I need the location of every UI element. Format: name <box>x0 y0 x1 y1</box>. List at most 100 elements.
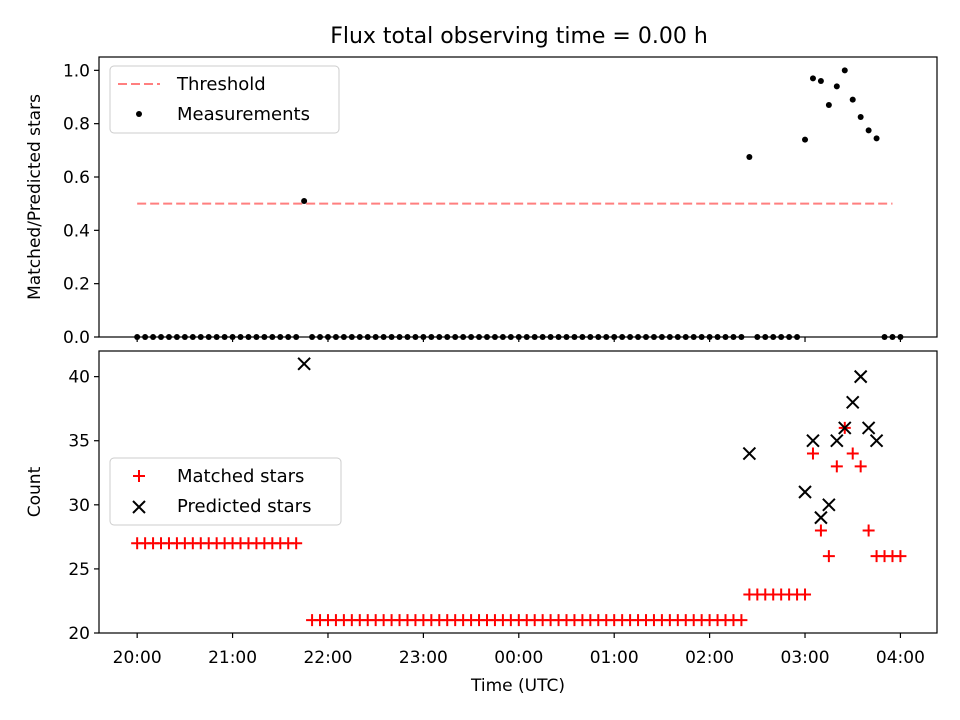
matched-star-point <box>735 614 748 627</box>
measurement-point <box>356 334 363 340</box>
predicted-star-point <box>869 434 884 448</box>
y-tick-label: 0.0 <box>63 328 90 348</box>
measurement-point <box>229 334 236 340</box>
measurement-point <box>873 135 880 142</box>
measurement-point <box>412 334 419 340</box>
matched-star-point <box>894 550 907 563</box>
measurement-point <box>643 334 650 340</box>
predicted-star-point <box>798 485 812 499</box>
measurement-point <box>340 334 347 340</box>
y-tick-label: 0.6 <box>63 168 90 188</box>
measurement-point <box>555 334 562 340</box>
measurement-point <box>428 334 435 340</box>
measurement-point <box>754 334 761 340</box>
measurement-point <box>714 334 721 340</box>
measurement-point <box>833 83 840 90</box>
measurement-point <box>682 334 689 340</box>
measurement-point <box>285 334 292 340</box>
measurement-point <box>293 334 300 340</box>
measurement-point <box>158 334 165 340</box>
y-axis-label: Matched/Predicted stars <box>25 94 45 300</box>
measurement-point <box>825 102 832 108</box>
measurement-point <box>563 334 570 340</box>
measurement-point <box>603 334 610 340</box>
measurement-point <box>690 334 697 340</box>
x-tick-label: 20:00 <box>113 648 162 668</box>
measurement-point <box>221 334 228 340</box>
predicted-star-point <box>861 421 876 435</box>
measurement-point <box>547 334 554 340</box>
measurement-point <box>205 334 212 340</box>
legend-top: Threshold Measurements <box>109 65 340 134</box>
measurement-point <box>531 334 538 340</box>
predicted-star-point <box>814 510 828 525</box>
x-axis-label: Time (UTC) <box>470 676 565 696</box>
predicted-star-point <box>846 395 860 409</box>
legend-measurements-swatch <box>136 111 142 117</box>
measurement-point <box>507 334 514 340</box>
plot-frame <box>98 350 938 634</box>
x-tick-label: 02:00 <box>685 648 734 668</box>
matched-star-point <box>799 588 812 601</box>
measurement-point <box>571 334 578 340</box>
predicted-star-point <box>822 498 836 512</box>
measurement-point <box>261 334 268 340</box>
measurement-point <box>237 334 244 340</box>
measurement-point <box>627 334 634 340</box>
measurement-point <box>420 334 427 340</box>
measurement-point <box>849 96 856 103</box>
measurement-point <box>173 334 180 340</box>
measurement-point <box>738 334 745 340</box>
measurement-point <box>658 334 665 340</box>
measurement-point <box>722 334 729 340</box>
measurement-point <box>666 334 673 340</box>
measurement-point <box>309 334 316 340</box>
measurement-point <box>452 334 459 340</box>
measurement-point <box>372 334 379 340</box>
predicted-star-point <box>838 421 852 435</box>
measurement-point <box>213 334 220 340</box>
measurement-point <box>181 334 188 340</box>
measurement-point <box>817 78 824 84</box>
measurement-point <box>897 334 904 340</box>
legend-predicted-swatch <box>132 500 146 514</box>
predicted-star-point <box>297 357 311 371</box>
measurement-point <box>865 127 872 134</box>
measurement-point <box>142 334 149 340</box>
measurement-point <box>881 334 888 340</box>
y-tick-label: 35 <box>68 432 90 452</box>
y-tick-label: 0.2 <box>63 275 90 295</box>
legend-box <box>109 65 340 134</box>
x-tick-label: 22:00 <box>303 648 352 668</box>
measurement-point <box>364 334 371 340</box>
matched-star-point <box>814 524 827 537</box>
legend-predicted-label: Predicted stars <box>177 496 311 517</box>
chart-title: Flux total observing time = 0.00 h <box>330 24 708 49</box>
y-tick-label: 25 <box>68 560 90 580</box>
measurement-point <box>809 75 816 82</box>
predicted-star-point <box>830 434 844 448</box>
legend-bottom: Matched stars Predicted stars <box>109 457 342 526</box>
x-tick-label: 01:00 <box>590 648 639 668</box>
y-tick-label: 20 <box>68 624 90 644</box>
measurement-point <box>770 334 777 340</box>
measurement-point <box>269 334 276 340</box>
measurement-point <box>857 114 864 120</box>
x-tick-label: 04:00 <box>876 648 925 668</box>
measurement-point <box>483 334 490 340</box>
measurement-point <box>134 334 141 340</box>
legend-measurements-label: Measurements <box>177 104 310 125</box>
measurement-point <box>515 334 522 340</box>
measurement-point <box>396 334 403 340</box>
y-tick-label: 1.0 <box>63 61 90 81</box>
measurement-point <box>165 334 172 340</box>
x-tick-label: 23:00 <box>399 648 448 668</box>
y-tick-label: 30 <box>68 496 90 516</box>
x-tick-label: 00:00 <box>494 648 543 668</box>
measurement-point <box>317 334 324 340</box>
predicted-star-point <box>853 369 868 384</box>
measurement-point <box>253 334 260 340</box>
measurement-point <box>587 334 594 340</box>
measurement-point <box>794 334 801 340</box>
measurement-point <box>579 334 586 340</box>
